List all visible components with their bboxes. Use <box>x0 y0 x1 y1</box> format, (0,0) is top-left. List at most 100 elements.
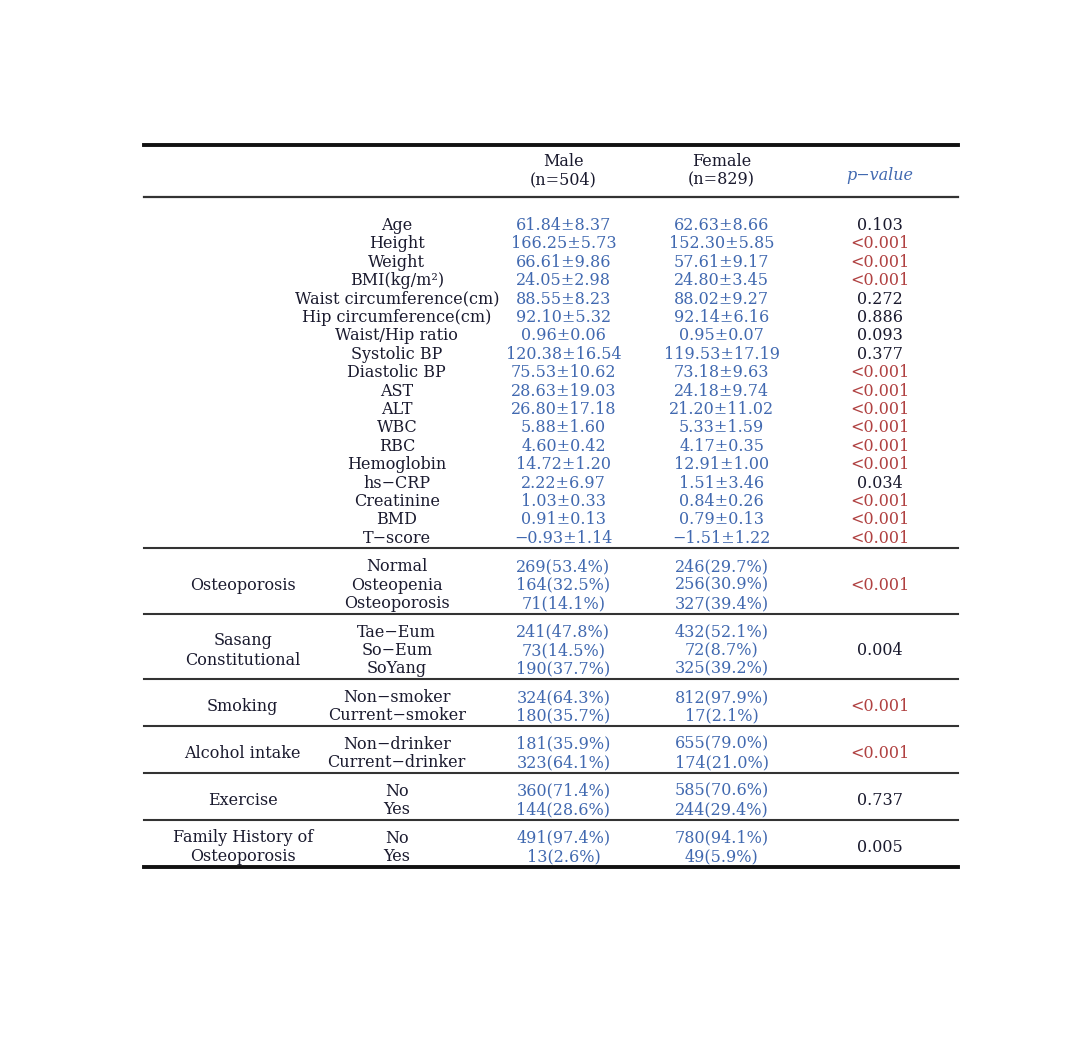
Text: 0.005: 0.005 <box>857 839 903 856</box>
Text: 655(79.0%): 655(79.0%) <box>675 736 769 753</box>
Text: Family History of: Family History of <box>173 829 313 846</box>
Text: Non−smoker: Non−smoker <box>343 689 450 706</box>
Text: 244(29.4%): 244(29.4%) <box>675 801 769 818</box>
Text: 166.25±5.73: 166.25±5.73 <box>511 236 616 253</box>
Text: 71(14.1%): 71(14.1%) <box>521 595 605 612</box>
Text: <0.001: <0.001 <box>850 746 909 763</box>
Text: BMD: BMD <box>376 511 417 529</box>
Text: <0.001: <0.001 <box>850 493 909 510</box>
Text: No: No <box>385 829 408 846</box>
Text: <0.001: <0.001 <box>850 254 909 271</box>
Text: Normal: Normal <box>367 559 428 576</box>
Text: Tae−Eum: Tae−Eum <box>357 623 436 640</box>
Text: Sasang: Sasang <box>213 632 272 650</box>
Text: 0.004: 0.004 <box>857 643 903 660</box>
Text: 780(94.1%): 780(94.1%) <box>675 829 769 846</box>
Text: RBC: RBC <box>378 438 415 455</box>
Text: 28.63±19.03: 28.63±19.03 <box>511 382 616 399</box>
Text: 0.84±0.26: 0.84±0.26 <box>679 493 764 510</box>
Text: 49(5.9%): 49(5.9%) <box>685 849 759 866</box>
Text: <0.001: <0.001 <box>850 457 909 474</box>
Text: 4.60±0.42: 4.60±0.42 <box>521 438 605 455</box>
Text: 0.034: 0.034 <box>857 475 903 492</box>
Text: (n=829): (n=829) <box>688 171 756 188</box>
Text: Constitutional: Constitutional <box>185 652 300 669</box>
Text: 26.80±17.18: 26.80±17.18 <box>511 401 616 418</box>
Text: 181(35.9%): 181(35.9%) <box>516 736 611 753</box>
Text: 24.18±9.74: 24.18±9.74 <box>674 382 770 399</box>
Text: 12.91±1.00: 12.91±1.00 <box>674 457 770 474</box>
Text: 1.51±3.46: 1.51±3.46 <box>679 475 764 492</box>
Text: 360(71.4%): 360(71.4%) <box>516 783 611 800</box>
Text: 24.05±2.98: 24.05±2.98 <box>516 272 611 289</box>
Text: <0.001: <0.001 <box>850 577 909 594</box>
Text: 66.61±9.86: 66.61±9.86 <box>516 254 612 271</box>
Text: BMI(kg/m²): BMI(kg/m²) <box>349 272 444 289</box>
Text: WBC: WBC <box>376 419 417 436</box>
Text: Weight: Weight <box>369 254 426 271</box>
Text: 269(53.4%): 269(53.4%) <box>516 559 611 576</box>
Text: <0.001: <0.001 <box>850 364 909 381</box>
Text: 5.33±1.59: 5.33±1.59 <box>679 419 764 436</box>
Text: ALT: ALT <box>381 401 413 418</box>
Text: p−value: p−value <box>846 167 914 184</box>
Text: 164(32.5%): 164(32.5%) <box>516 577 611 594</box>
Text: 0.103: 0.103 <box>857 217 903 234</box>
Text: Male: Male <box>543 153 584 170</box>
Text: 88.55±8.23: 88.55±8.23 <box>516 291 611 308</box>
Text: 4.17±0.35: 4.17±0.35 <box>679 438 764 455</box>
Text: Hemoglobin: Hemoglobin <box>347 457 446 474</box>
Text: 144(28.6%): 144(28.6%) <box>516 801 611 818</box>
Text: Osteopenia: Osteopenia <box>352 577 443 594</box>
Text: 75.53±10.62: 75.53±10.62 <box>511 364 616 381</box>
Text: 92.10±5.32: 92.10±5.32 <box>516 309 611 326</box>
Text: 72(8.7%): 72(8.7%) <box>685 643 759 660</box>
Text: 120.38±16.54: 120.38±16.54 <box>505 346 621 363</box>
Text: Age: Age <box>382 217 413 234</box>
Text: 0.91±0.13: 0.91±0.13 <box>521 511 606 529</box>
Text: −1.51±1.22: −1.51±1.22 <box>673 530 771 547</box>
Text: So−Eum: So−Eum <box>361 643 432 660</box>
Text: 24.80±3.45: 24.80±3.45 <box>674 272 770 289</box>
Text: Creatinine: Creatinine <box>354 493 440 510</box>
Text: Non−drinker: Non−drinker <box>343 736 450 753</box>
Text: 2.22±6.97: 2.22±6.97 <box>521 475 606 492</box>
Text: 0.886: 0.886 <box>857 309 903 326</box>
Text: Alcohol intake: Alcohol intake <box>185 746 301 763</box>
Text: 119.53±17.19: 119.53±17.19 <box>663 346 779 363</box>
Text: 14.72±1.20: 14.72±1.20 <box>516 457 611 474</box>
Text: Exercise: Exercise <box>207 792 277 809</box>
Text: −0.93±1.14: −0.93±1.14 <box>514 530 613 547</box>
Text: 327(39.4%): 327(39.4%) <box>675 595 769 612</box>
Text: 57.61±9.17: 57.61±9.17 <box>674 254 770 271</box>
Text: 62.63±8.66: 62.63±8.66 <box>674 217 770 234</box>
Text: No: No <box>385 783 408 800</box>
Text: 323(64.1%): 323(64.1%) <box>516 754 611 771</box>
Text: Osteoporosis: Osteoporosis <box>190 849 296 866</box>
Text: Hip circumference(cm): Hip circumference(cm) <box>302 309 491 326</box>
Text: 246(29.7%): 246(29.7%) <box>675 559 769 576</box>
Text: 0.272: 0.272 <box>857 291 903 308</box>
Text: 1.03±0.33: 1.03±0.33 <box>521 493 606 510</box>
Text: 17(2.1%): 17(2.1%) <box>685 707 759 724</box>
Text: T−score: T−score <box>362 530 431 547</box>
Text: Osteoporosis: Osteoporosis <box>344 595 449 612</box>
Text: <0.001: <0.001 <box>850 511 909 529</box>
Text: 585(70.6%): 585(70.6%) <box>675 783 769 800</box>
Text: 92.14±6.16: 92.14±6.16 <box>674 309 770 326</box>
Text: <0.001: <0.001 <box>850 401 909 418</box>
Text: (n=504): (n=504) <box>530 171 597 188</box>
Text: 73(14.5%): 73(14.5%) <box>521 643 605 660</box>
Text: 256(30.9%): 256(30.9%) <box>675 577 769 594</box>
Text: hs−CRP: hs−CRP <box>363 475 430 492</box>
Text: 0.95±0.07: 0.95±0.07 <box>679 327 764 344</box>
Text: 241(47.8%): 241(47.8%) <box>516 623 611 640</box>
Text: Smoking: Smoking <box>207 698 278 715</box>
Text: Current−drinker: Current−drinker <box>328 754 465 771</box>
Text: Female: Female <box>692 153 751 170</box>
Text: 190(37.7%): 190(37.7%) <box>516 661 611 678</box>
Text: 88.02±9.27: 88.02±9.27 <box>674 291 770 308</box>
Text: 13(2.6%): 13(2.6%) <box>527 849 600 866</box>
Text: Yes: Yes <box>384 849 411 866</box>
Text: <0.001: <0.001 <box>850 530 909 547</box>
